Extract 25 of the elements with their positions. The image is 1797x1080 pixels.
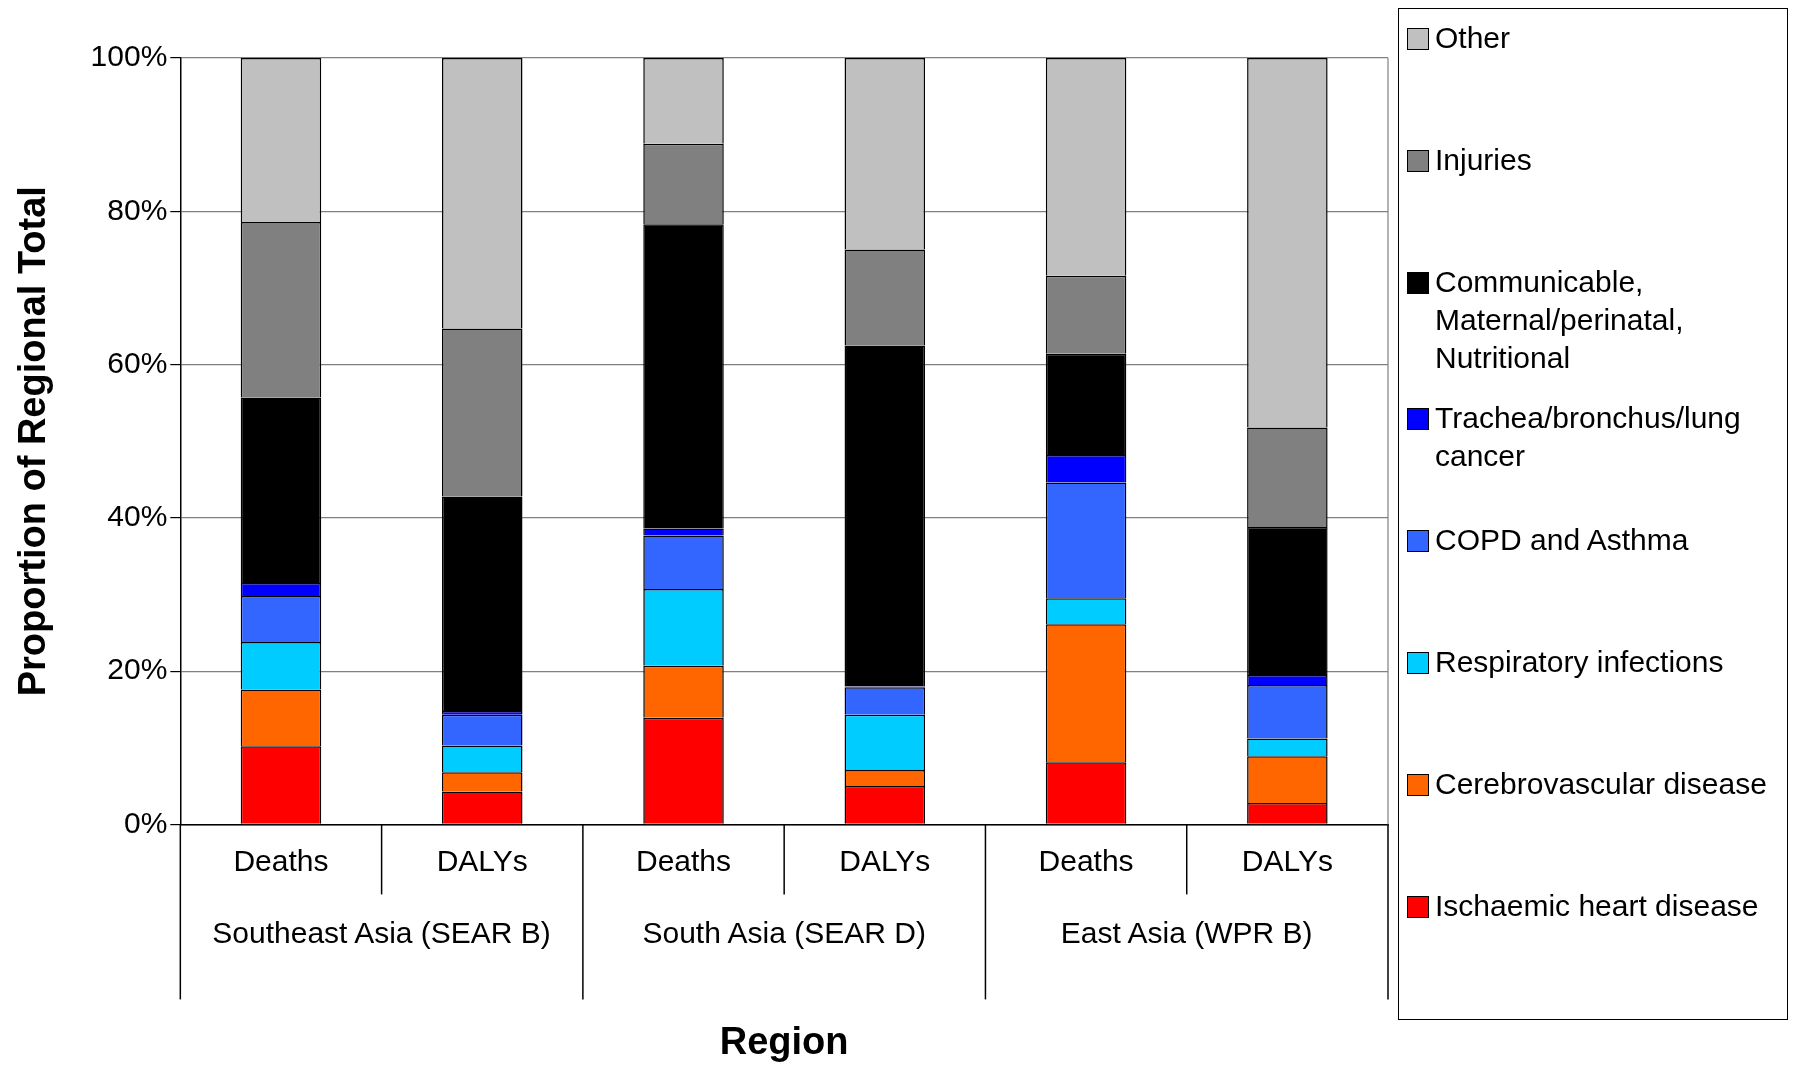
text: East Asia (WPR B) bbox=[1060, 915, 1313, 949]
x-tick-label: DALYs bbox=[839, 843, 931, 877]
y-tick-label: 0% bbox=[123, 805, 168, 839]
y-axis-title: Proportion of Regional Total bbox=[11, 186, 54, 697]
legend-label: COPD and Asthma bbox=[1435, 522, 1689, 558]
legend-label: Injuries bbox=[1435, 142, 1532, 178]
x-tick-label: DALYs bbox=[436, 843, 528, 877]
legend-label: Ischaemic heart disease bbox=[1435, 888, 1759, 924]
x-tick-label: Deaths bbox=[233, 843, 329, 877]
y-tick-label: 80% bbox=[107, 192, 168, 226]
legend-label: Communicable, Maternal/perinatal, Nutritional bbox=[1435, 264, 1685, 376]
x-tick-label: DALYs bbox=[1241, 843, 1333, 877]
legend-label: Trachea/bronchus/lung cancer bbox=[1435, 400, 1742, 474]
x-tick-label: Deaths bbox=[1038, 843, 1134, 877]
y-tick-label: 20% bbox=[107, 652, 168, 686]
legend-label: Cerebrovascular disease bbox=[1435, 766, 1767, 802]
legend-label: Other bbox=[1435, 20, 1511, 56]
legend-label: Respiratory infections bbox=[1435, 644, 1724, 680]
y-tick-label: 40% bbox=[107, 499, 168, 533]
x-axis-title: Region bbox=[719, 1019, 849, 1062]
x-tick-label: Deaths bbox=[635, 843, 732, 877]
text: Southeast Asia (SEAR B) bbox=[212, 915, 551, 949]
y-tick-label: 100% bbox=[90, 39, 168, 73]
y-tick-label: 60% bbox=[107, 345, 168, 379]
text: South Asia (SEAR D) bbox=[642, 915, 926, 949]
